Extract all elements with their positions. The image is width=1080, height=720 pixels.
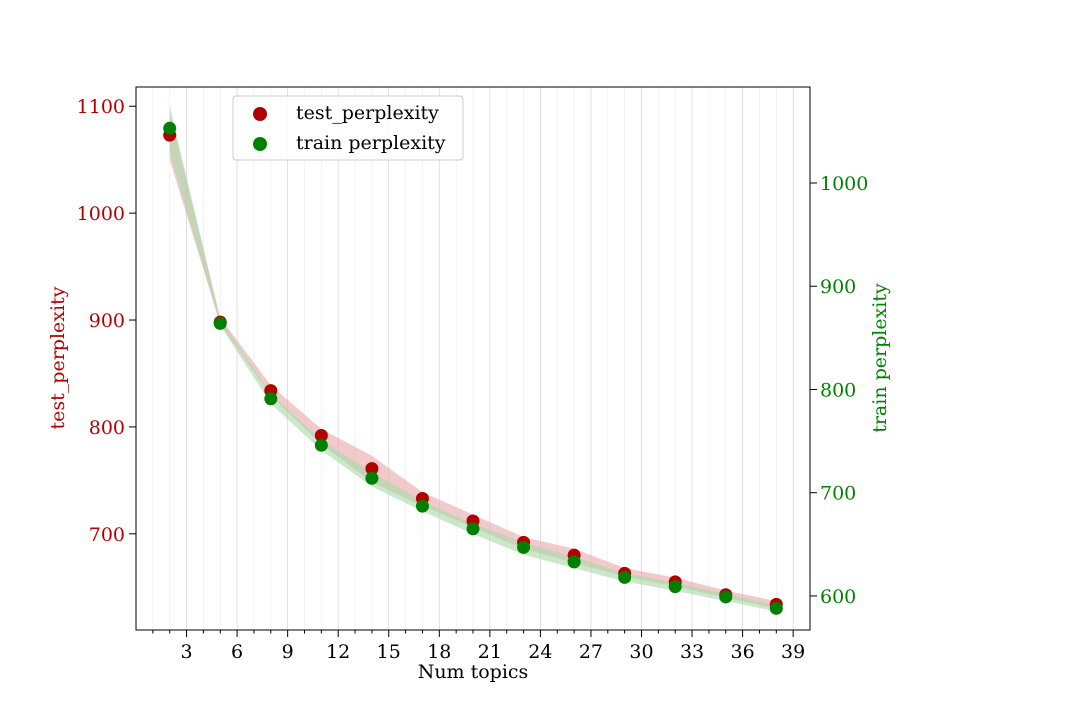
point-train-perplexity <box>769 601 783 615</box>
x-tick-label: 24 <box>528 641 552 663</box>
y-axis-left: 700 800 900 1000 1100 <box>77 96 136 546</box>
y-axis-right-label: train perplexity <box>869 283 891 433</box>
point-test-perplexity <box>365 462 379 476</box>
y-left-tick-label: 1100 <box>77 96 125 118</box>
data-points <box>163 121 783 615</box>
legend-marker-train-perplexity <box>253 137 267 151</box>
x-axis: 3 6 9 12 15 18 21 24 27 30 33 36 39 <box>152 630 805 663</box>
legend: test_perplexity train perplexity <box>232 95 464 161</box>
x-tick-label: 15 <box>377 641 401 663</box>
legend-marker-test-perplexity <box>253 107 267 121</box>
point-train-perplexity <box>163 121 177 135</box>
x-tick-label: 12 <box>326 641 350 663</box>
point-train-perplexity <box>314 438 328 452</box>
legend-box <box>232 95 464 161</box>
y-left-tick-label: 800 <box>89 417 125 439</box>
x-tick-label: 3 <box>181 641 193 663</box>
x-tick-label: 33 <box>680 641 704 663</box>
x-tick-label: 6 <box>231 641 243 663</box>
y-right-tick-label: 700 <box>820 483 856 505</box>
legend-label-train-perplexity: train perplexity <box>296 132 446 154</box>
x-tick-label: 30 <box>629 641 653 663</box>
y-right-tick-label: 900 <box>820 276 856 298</box>
point-train-perplexity <box>668 580 682 594</box>
point-train-perplexity <box>517 540 531 554</box>
y-axis-right: 600 700 800 900 1000 <box>810 173 868 608</box>
x-tick-label: 39 <box>781 641 805 663</box>
x-tick-label: 36 <box>731 641 755 663</box>
y-right-tick-label: 800 <box>820 379 856 401</box>
point-train-perplexity <box>213 316 227 330</box>
point-test-perplexity <box>314 428 328 442</box>
x-tick-label: 21 <box>478 641 502 663</box>
point-train-perplexity <box>264 392 278 406</box>
y-right-tick-label: 1000 <box>820 173 868 195</box>
y-right-tick-label: 600 <box>820 586 856 608</box>
point-train-perplexity <box>567 555 581 569</box>
x-tick-label: 18 <box>427 641 451 663</box>
legend-label-test-perplexity: test_perplexity <box>296 102 439 124</box>
y-axis-left-label: test_perplexity <box>47 286 69 429</box>
x-tick-label: 27 <box>579 641 603 663</box>
x-axis-label: Num topics <box>418 661 529 683</box>
y-left-tick-label: 1000 <box>77 203 125 225</box>
x-tick-label: 9 <box>282 641 294 663</box>
point-train-perplexity <box>719 590 733 604</box>
point-train-perplexity <box>415 499 429 513</box>
point-train-perplexity <box>466 522 480 536</box>
point-train-perplexity <box>618 570 632 584</box>
point-train-perplexity <box>365 471 379 485</box>
y-left-tick-label: 900 <box>89 310 125 332</box>
y-left-tick-label: 700 <box>89 524 125 546</box>
